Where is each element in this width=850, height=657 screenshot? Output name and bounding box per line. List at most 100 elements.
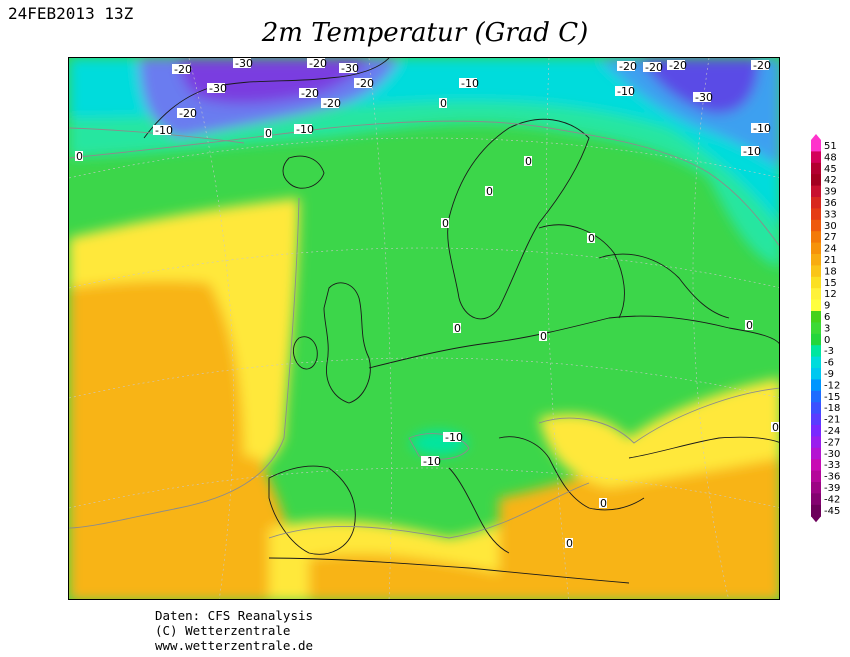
credits: Daten: CFS Reanalysis (C) Wetterzentrale… (155, 608, 313, 653)
svg-text:-20: -20 (645, 61, 663, 74)
legend-swatch (811, 436, 821, 449)
legend-label: 30 (824, 221, 837, 232)
legend-label: 33 (824, 209, 837, 220)
contour-label: -20 (667, 59, 687, 72)
contour-label: 0 (587, 232, 595, 245)
legend-label: 6 (824, 312, 830, 323)
field-africa-warmer (309, 553, 499, 599)
contour-label: -10 (294, 123, 314, 136)
legend-swatch (811, 459, 821, 472)
svg-text:0: 0 (454, 322, 461, 335)
svg-text:-30: -30 (209, 82, 227, 95)
legend-swatch (811, 345, 821, 358)
legend-arrow-bottom (811, 516, 821, 523)
svg-text:-10: -10 (461, 77, 479, 90)
legend-swatch (811, 162, 821, 175)
legend-label: -18 (824, 403, 840, 414)
legend-label: 51 (824, 141, 837, 152)
svg-text:-20: -20 (356, 77, 374, 90)
legend-label: 39 (824, 187, 837, 198)
contour-label: 0 (565, 537, 573, 550)
legend-swatch (811, 482, 821, 494)
legend-label: -3 (824, 346, 834, 357)
legend-swatch (811, 413, 821, 426)
graticule (69, 58, 779, 599)
contour-label: 0 (439, 97, 447, 110)
legend-label: -24 (824, 426, 840, 437)
contour-label: -30 (207, 82, 227, 95)
contour-label: 0 (75, 150, 83, 163)
legend-label: -15 (824, 392, 840, 403)
legend-swatch (811, 242, 821, 255)
contour-label: 0 (485, 185, 493, 198)
svg-text:-20: -20 (669, 59, 687, 72)
legend-swatch (811, 425, 821, 437)
legend-labels: 51484542393633302724211815129630-3-6-9-1… (824, 141, 840, 517)
valid-date: 24FEB2013 13Z (8, 4, 134, 23)
svg-text:0: 0 (772, 421, 779, 434)
svg-text:-20: -20 (323, 97, 341, 110)
legend-swatch (811, 447, 821, 460)
color-legend: 51484542393633302724211815129630-3-6-9-1… (811, 134, 840, 523)
legend-swatch (811, 219, 821, 232)
legend-label: -9 (824, 369, 834, 380)
svg-text:0: 0 (76, 150, 83, 163)
contour-label: -30 (339, 62, 359, 75)
legend-label: -12 (824, 380, 840, 391)
legend-swatch (811, 231, 821, 244)
svg-text:-20: -20 (174, 63, 192, 76)
legend-swatch (811, 140, 821, 152)
contour-label: -10 (153, 124, 173, 137)
temperature-map: -20 -30 -20 -30 -20 -20 -20 -30 -20 -10 … (68, 57, 780, 600)
legend-swatch (811, 311, 821, 323)
legend-swatch (811, 185, 821, 198)
svg-text:-10: -10 (743, 145, 761, 158)
legend-label: -39 (824, 483, 840, 494)
contour-label: 0 (599, 497, 607, 510)
legend-label: -27 (824, 437, 840, 448)
contour-label: 0 (771, 421, 779, 434)
legend-swatch (811, 470, 821, 483)
contour-label: -10 (421, 455, 441, 468)
field-russia-very-cold (639, 58, 759, 114)
legend-swatch (811, 265, 821, 278)
svg-text:0: 0 (746, 319, 753, 332)
svg-text:0: 0 (525, 155, 532, 168)
legend-label: 0 (824, 335, 830, 346)
legend-arrow-top (811, 134, 821, 140)
svg-text:-30: -30 (235, 58, 253, 70)
contour-label: -20 (643, 61, 663, 74)
legend-label: -21 (824, 415, 840, 426)
contour-label: -20 (177, 107, 197, 120)
legend-swatch (811, 333, 821, 346)
svg-text:0: 0 (566, 537, 573, 550)
credit-source: Daten: CFS Reanalysis (155, 608, 314, 623)
legend-swatch (811, 390, 821, 403)
contour-label: -20 (751, 59, 771, 72)
svg-text:-20: -20 (309, 58, 327, 70)
contour-label: -10 (741, 145, 761, 158)
legend-label: 27 (824, 232, 837, 243)
svg-text:-10: -10 (445, 431, 463, 444)
legend-label: 42 (824, 175, 837, 186)
contour-label: -10 (459, 77, 479, 90)
contour-label: 0 (745, 319, 753, 332)
map-title: 2m Temperatur (Grad C) (261, 18, 589, 48)
legend-swatch (811, 379, 821, 392)
legend-label: -36 (824, 472, 840, 483)
svg-text:0: 0 (440, 97, 447, 110)
credit-copyright: (C) Wetterzentrale (155, 623, 291, 638)
legend-label: 12 (824, 289, 837, 300)
legend-label: -45 (824, 506, 840, 517)
legend-label: 24 (824, 244, 837, 255)
legend-label: 45 (824, 164, 837, 175)
svg-text:0: 0 (600, 497, 607, 510)
legend-swatch (811, 288, 821, 301)
legend-label: -6 (824, 358, 834, 369)
legend-label: 21 (824, 255, 837, 266)
legend-swatch (811, 493, 821, 506)
field-balkans-warm (539, 378, 779, 488)
credit-website: www.wetterzentrale.de (155, 638, 314, 653)
legend-swatch (811, 254, 821, 266)
svg-text:0: 0 (265, 127, 272, 140)
